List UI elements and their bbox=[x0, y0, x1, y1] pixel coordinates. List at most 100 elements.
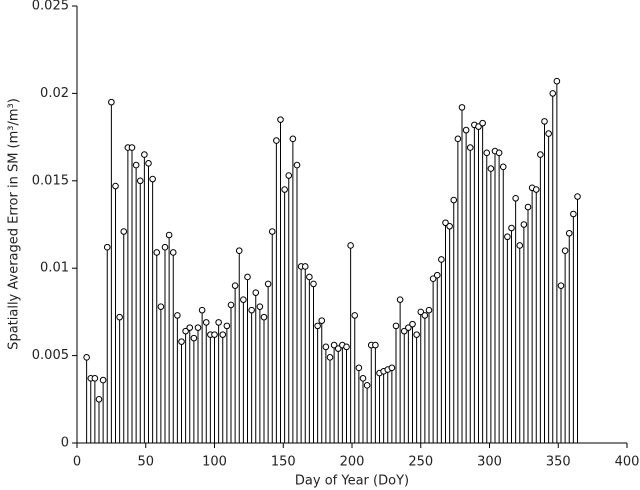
stem-marker bbox=[314, 322, 321, 330]
stem-marker bbox=[553, 77, 561, 85]
stem-marker bbox=[438, 256, 445, 263]
stem-marker bbox=[487, 165, 495, 172]
stem-marker bbox=[103, 243, 111, 251]
stem-marker bbox=[256, 303, 264, 310]
stem-marker bbox=[483, 149, 491, 157]
stem-marker bbox=[219, 331, 227, 338]
y-tick-label: 0.015 bbox=[32, 173, 69, 188]
stem-marker bbox=[149, 175, 156, 183]
stem-marker bbox=[421, 312, 429, 319]
stem-marker bbox=[202, 319, 210, 326]
stem-marker bbox=[235, 247, 243, 255]
stem-marker bbox=[223, 322, 231, 330]
stem-marker bbox=[108, 98, 115, 106]
stem-marker bbox=[396, 296, 404, 303]
stem-marker bbox=[351, 312, 359, 319]
stem-marker bbox=[112, 182, 119, 190]
stem-marker bbox=[264, 280, 272, 288]
stem-marker bbox=[277, 116, 284, 123]
stem-marker bbox=[116, 313, 123, 321]
stem-marker bbox=[326, 354, 334, 361]
stem-marker bbox=[190, 334, 198, 342]
stem-marker bbox=[458, 104, 466, 111]
stem-marker bbox=[260, 313, 268, 321]
stem-marker bbox=[446, 222, 453, 230]
stem-marker bbox=[343, 343, 350, 351]
stem-marker bbox=[128, 144, 136, 151]
stem-marker bbox=[545, 130, 552, 137]
stem-marker bbox=[450, 196, 458, 204]
stem-marker bbox=[466, 144, 474, 151]
stem-marker bbox=[425, 306, 433, 314]
stem-marker bbox=[495, 149, 503, 157]
y-tick-label: 0 bbox=[61, 436, 69, 451]
stem-marker bbox=[215, 319, 222, 326]
stem-marker bbox=[285, 172, 293, 179]
stem-marker bbox=[504, 233, 511, 241]
stem-marker bbox=[479, 119, 486, 127]
stem-marker bbox=[532, 186, 540, 193]
stem-marker bbox=[268, 228, 276, 235]
x-tick-label: 200 bbox=[340, 455, 365, 470]
stem-marker bbox=[248, 306, 255, 314]
stem-marker bbox=[174, 312, 181, 319]
y-tick-label: 0.01 bbox=[40, 261, 69, 276]
stem-marker bbox=[310, 280, 317, 288]
stem-marker bbox=[363, 382, 371, 389]
stem-marker bbox=[318, 317, 326, 324]
y-tick-label: 0.005 bbox=[32, 348, 69, 363]
stem-marker bbox=[512, 194, 519, 202]
stem-marker bbox=[194, 324, 202, 331]
stem-marker bbox=[153, 249, 161, 256]
x-axis-label: Day of Year (DoY) bbox=[295, 474, 409, 489]
stem-marker bbox=[557, 282, 565, 289]
stem-marker bbox=[433, 271, 441, 279]
stem-marker bbox=[541, 118, 548, 125]
stem-marker bbox=[508, 224, 515, 232]
stem-marker bbox=[244, 273, 251, 281]
stem-marker bbox=[157, 303, 165, 310]
stem-marker bbox=[392, 322, 400, 330]
x-tick-label: 150 bbox=[271, 455, 296, 470]
stem-marker bbox=[524, 203, 532, 211]
stem-marker bbox=[240, 296, 247, 303]
stem-marker bbox=[561, 247, 569, 255]
x-tick-label: 100 bbox=[202, 455, 227, 470]
stem-marker bbox=[99, 376, 107, 384]
stem-marker bbox=[120, 228, 128, 235]
stem-marker bbox=[322, 343, 330, 351]
stem-marker bbox=[549, 90, 557, 97]
stem-marker bbox=[574, 193, 581, 200]
stem-marker bbox=[231, 282, 239, 289]
stem-marker bbox=[429, 275, 437, 282]
stem-marker bbox=[83, 354, 90, 361]
y-tick-label: 0.02 bbox=[40, 86, 69, 101]
stem-marker bbox=[91, 375, 99, 382]
x-tick-label: 350 bbox=[546, 455, 571, 470]
x-tick-label: 400 bbox=[615, 455, 640, 470]
stem-marker bbox=[182, 327, 189, 335]
stem-marker bbox=[273, 137, 280, 144]
stem-marker bbox=[211, 331, 218, 338]
stem-marker bbox=[198, 306, 206, 314]
stem-marker bbox=[136, 177, 144, 185]
stem-marker bbox=[132, 161, 140, 169]
stem-marker bbox=[178, 338, 185, 345]
stem-marker bbox=[306, 273, 313, 281]
stem-marker bbox=[520, 221, 528, 228]
stem-marker bbox=[409, 320, 416, 328]
stem-marker bbox=[330, 341, 338, 349]
stem-marker bbox=[301, 263, 309, 270]
stem-marker bbox=[281, 186, 288, 193]
stem-marker bbox=[359, 375, 367, 382]
y-tick-label: 0.025 bbox=[32, 0, 69, 14]
stem-marker bbox=[355, 364, 363, 372]
stem-marker bbox=[475, 123, 482, 130]
stem-marker bbox=[95, 396, 103, 403]
stem-marker bbox=[570, 210, 577, 218]
stem-marker bbox=[141, 151, 148, 158]
stem-marker bbox=[516, 242, 524, 249]
stem-marker bbox=[165, 231, 173, 239]
stem-marker bbox=[186, 324, 194, 331]
